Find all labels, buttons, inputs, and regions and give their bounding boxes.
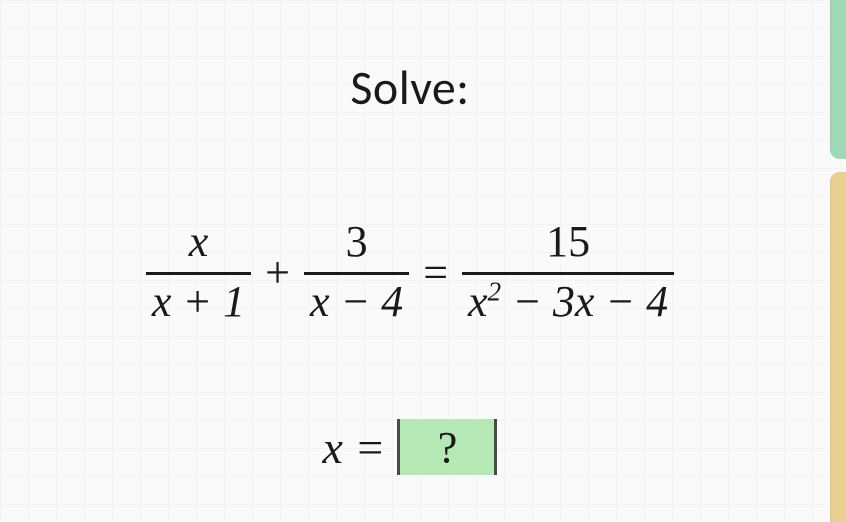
answer-input-box[interactable]: ? <box>397 419 497 475</box>
fraction-3: 15 x2 − 3x − 4 <box>462 217 674 327</box>
fraction-2-denominator: x − 4 <box>304 277 409 328</box>
side-rail-tab-top[interactable] <box>830 0 846 159</box>
fraction-3-den-exp: 2 <box>488 276 502 306</box>
answer-lhs: x = <box>323 421 386 474</box>
operator-equals: = <box>409 247 462 298</box>
equation: x x + 1 + 3 x − 4 = 15 x2 − 3x − 4 <box>146 217 674 327</box>
side-rail-tab-bottom[interactable] <box>830 172 846 522</box>
fraction-2: 3 x − 4 <box>304 217 409 327</box>
fraction-1-numerator: x <box>183 217 215 268</box>
fraction-1: x x + 1 <box>146 217 251 327</box>
fraction-3-numerator: 15 <box>540 217 596 268</box>
fraction-1-bar <box>146 272 251 275</box>
fraction-2-bar <box>304 272 409 275</box>
fraction-3-den-x: x <box>468 277 488 326</box>
fraction-3-den-rest: − 3x − 4 <box>501 277 668 326</box>
fraction-3-bar <box>462 272 674 275</box>
fraction-2-numerator: 3 <box>340 217 374 268</box>
problem-card: Solve: x x + 1 + 3 x − 4 = 15 x2 − 3x − … <box>0 0 820 522</box>
operator-plus: + <box>251 247 304 298</box>
fraction-3-denominator: x2 − 3x − 4 <box>462 277 674 328</box>
answer-row: x = ? <box>323 419 498 475</box>
fraction-1-denominator: x + 1 <box>146 277 251 328</box>
page-title: Solve: <box>350 58 469 117</box>
